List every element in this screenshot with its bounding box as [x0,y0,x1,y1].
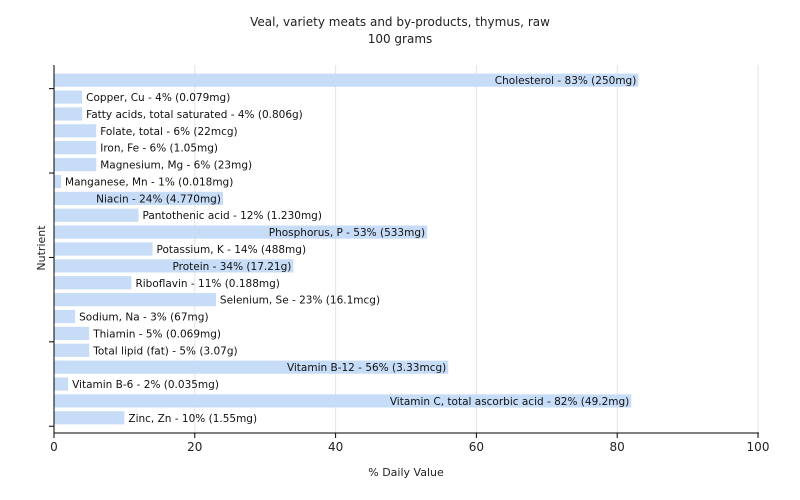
bar [54,141,97,155]
bar-label: Selenium, Se - 23% (16.1mcg) [220,295,380,307]
bars: Cholesterol - 83% (250mg) Copper, Cu - 4%… [54,73,639,425]
x-tick-label: 80 [610,440,625,454]
bar [54,208,139,222]
x-tick-label: 40 [328,440,343,454]
bar-label: Phosphorus, P - 53% (533mg) [269,227,425,239]
bar-label: Pantothenic acid - 12% (1.230mg) [142,210,321,222]
bar-label: Folate, total - 6% (22mcg) [100,126,237,138]
bar-label: Niacin - 24% (4.770mg) [96,193,221,205]
bar-label: Riboflavin - 11% (0.188mg) [135,278,279,290]
axes: 0 20 40 60 80 100 [49,65,769,454]
bar-label: Vitamin B-12 - 56% (3.33mcg) [287,362,446,374]
bar-label: Manganese, Mn - 1% (0.018mg) [65,176,233,188]
bar [54,360,449,374]
bar-label: Thiamin - 5% (0.069mg) [92,328,221,340]
bar-label: Cholesterol - 83% (250mg) [495,75,637,87]
bar-label: Vitamin C, total ascorbic acid - 82% (49… [390,396,629,408]
bar-label: Fatty acids, total saturated - 4% (0.806… [86,109,303,121]
bar [54,259,294,273]
bar [54,293,216,307]
bar [54,276,132,290]
bar [54,124,97,138]
bar [54,174,62,189]
bar-label: Copper, Cu - 4% (0.079mg) [86,92,230,104]
bar [54,225,428,239]
bar-label: Zinc, Zn - 10% (1.55mg) [128,413,257,425]
bar-label: Vitamin B-6 - 2% (0.035mg) [72,379,219,391]
x-axis-label: % Daily Value [368,466,444,479]
bar-label: Total lipid (fat) - 5% (3.07g) [92,345,237,357]
bar [54,73,639,87]
bar [54,326,90,340]
x-tick-label: 100 [747,440,770,454]
bar [54,107,83,121]
bar [54,90,83,104]
bar-label: Protein - 34% (17.21g) [172,261,291,273]
x-tick-label: 20 [187,440,202,454]
chart-title: Veal, variety meats and by-products, thy… [250,15,550,29]
bar [54,377,69,391]
bar [54,411,125,425]
bar [54,158,97,172]
x-tick-label: 0 [50,440,58,454]
bar-label: Iron, Fe - 6% (1.05mg) [100,143,218,155]
bar-label: Magnesium, Mg - 6% (23mg) [100,160,252,172]
bar-label: Sodium, Na - 3% (67mg) [79,312,208,324]
chart-subtitle: 100 grams [367,32,433,46]
bar [54,191,223,205]
bar [54,343,90,357]
bar [54,309,76,324]
bar [54,242,153,256]
x-tick-label: 60 [469,440,484,454]
bar [54,394,632,408]
bar-label: Potassium, K - 14% (488mg) [157,244,307,256]
y-axis-label: Nutrient [35,225,48,271]
